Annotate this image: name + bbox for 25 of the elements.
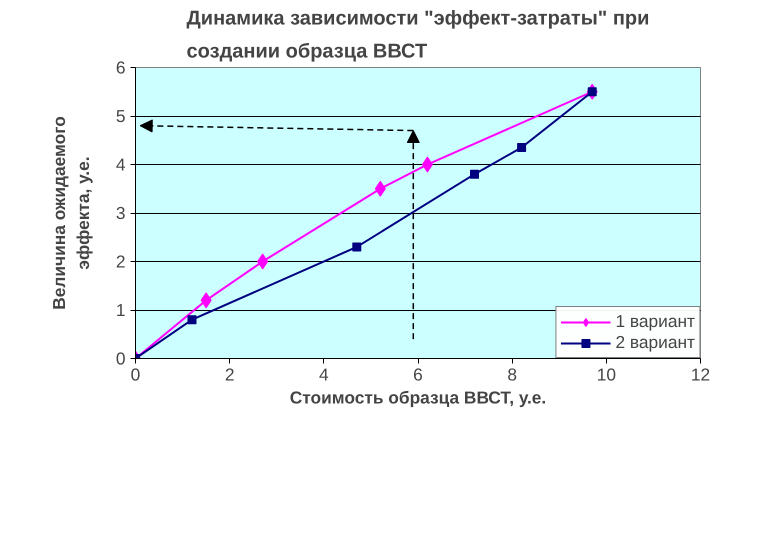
y-tick-label: 4 (116, 154, 126, 174)
point (422, 156, 433, 172)
legend-label: 2 вариант (615, 332, 695, 353)
y-tick-label: 1 (116, 300, 126, 320)
y-tick-label: 5 (116, 106, 126, 126)
y-axis-title: Величина ожидаемого эффекта, у.е. (48, 116, 93, 310)
point (470, 170, 479, 179)
chart-title: Динамика зависимости "эффект-затраты" при создании образца ВВСТ (186, 8, 650, 62)
x-tick-label: 8 (507, 364, 517, 384)
y-tick-label: 0 (116, 348, 126, 368)
x-tick-label: 0 (130, 364, 140, 384)
x-tick-label: 12 (690, 364, 710, 384)
y-tick-label: 6 (116, 58, 126, 78)
legend-label: 1 вариант (615, 311, 695, 332)
point (352, 242, 362, 252)
point (257, 254, 268, 270)
point (517, 143, 526, 152)
x-tick-label: 10 (596, 364, 616, 384)
x-tick-label: 4 (319, 364, 330, 384)
point (188, 315, 196, 324)
x-tick-label: 6 (413, 364, 423, 384)
x-axis-title: Стоимость образца ВВСТ, у.е. (290, 388, 546, 408)
y-tick-label: 3 (116, 203, 126, 223)
x-tick-label: 2 (224, 364, 234, 384)
y-tick-label: 2 (116, 252, 126, 272)
